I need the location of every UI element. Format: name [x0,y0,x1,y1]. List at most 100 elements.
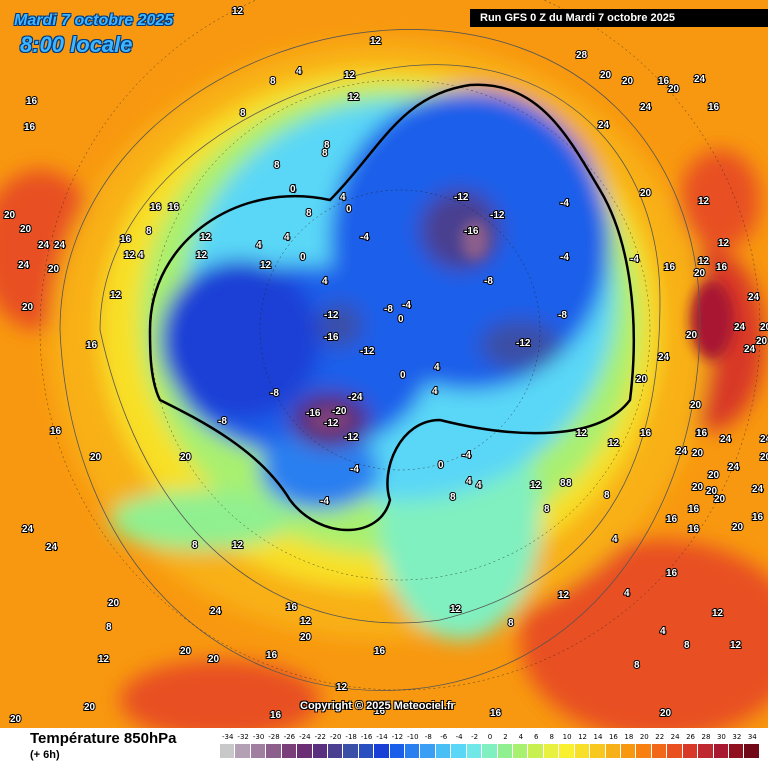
scale-tick-label: 16 [608,733,618,741]
isotherm-label: 4 [624,588,630,599]
model-run-label: Run GFS 0 Z du Mardi 7 octobre 2025 [470,9,768,27]
isotherm-label: -12 [324,418,339,429]
isotherm-label: -16 [306,408,321,419]
isotherm-label: 12 [300,616,312,627]
isotherm-label: 12 [450,604,462,615]
isotherm-label: 12 [608,438,620,449]
isotherm-label: 20 [22,302,34,313]
isotherm-label: 12 [336,682,348,693]
isotherm-label: 16 [286,602,298,613]
scale-swatch [235,744,251,758]
isotherm-label: 8 [306,208,312,219]
scale-swatch [482,744,498,758]
isotherm-label: 20 [84,702,96,713]
isotherm-label: 20 [706,486,718,497]
scale-tick-label: 6 [534,733,539,741]
isotherm-label: 16 [26,96,38,107]
isotherm-label: 8 [322,148,328,159]
scale-tick-label: -2 [471,733,479,741]
isotherm-label: -16 [464,226,479,237]
isotherm-label: 24 [760,434,768,445]
isotherm-label: 20 [714,494,726,505]
isotherm-label: 4 [290,184,296,195]
isotherm-label: 12 [698,256,710,267]
isotherm-label: 16 [752,512,764,523]
isotherm-label: 8 [604,490,610,501]
isotherm-label: 0 [290,184,296,195]
isotherm-label: 24 [734,322,746,333]
scale-swatch [435,744,452,758]
scale-swatch [605,744,621,758]
isotherm-label: -8 [558,310,567,321]
scale-tick-label: 18 [624,733,634,741]
isotherm-label: -8 [384,304,393,315]
isotherm-label: 16 [658,76,670,87]
temperature-field [0,40,768,728]
scale-swatch [327,744,344,758]
scale-swatch [513,744,529,758]
scale-swatch [713,744,729,758]
scale-swatch [266,744,282,758]
isotherm-label: -4 [350,464,359,475]
legend-title: Température 850hPa [30,730,177,747]
isotherm-label: 12 [232,6,244,17]
isotherm-label: 20 [756,336,768,347]
isotherm-label: -4 [462,450,471,461]
isotherm-label: 20 [622,76,634,87]
isotherm-label: 8 [684,640,690,651]
isotherm-label: 8 [192,540,198,551]
isotherm-label: 12 [348,92,360,103]
isotherm-label: 4 [612,534,618,545]
scale-swatch [667,744,683,758]
legend-bar: Température 850hPa (+ 6h) -34 -32 -30 -28 -2… [0,728,768,768]
isotherm-label: 16 [168,202,180,213]
isotherm-label: 20 [760,452,768,463]
isotherm-label: 24 [54,240,66,251]
isotherm-label: -4 [560,198,569,209]
isotherm-label: 0 [398,314,404,325]
scale-swatch [220,744,236,758]
isotherm-label: 4 [322,276,328,287]
isotherm-label: 0 [400,370,406,381]
isotherm-label: 8 [566,478,572,489]
legend-subtitle: (+ 6h) [30,749,60,761]
isotherm-label: 20 [48,264,60,275]
scale-swatch [451,744,467,758]
scale-swatch [297,744,313,758]
temperature-map: 16 16 20 20 24 24 24 20 20 12 8 8 4 12 12 12 8 4 16 16 16 12 1… [0,0,768,728]
isotherm-label: 0 [300,252,306,263]
scale-tick-label: 26 [686,733,696,741]
isotherm-label: 12 [98,654,110,665]
isotherm-label: 28 [576,50,588,61]
scale-tick-label: -18 [345,733,357,741]
isotherm-label: 16 [86,340,98,351]
scale-swatch [636,744,652,758]
isotherm-label: 20 [732,522,744,533]
isotherm-label: -24 [348,392,363,403]
isotherm-label: 8 [146,226,152,237]
scale-tick-label: 14 [593,733,603,741]
scale-swatch [497,744,514,758]
isotherm-label: -12 [454,192,469,203]
isotherm-label: 8 [560,478,566,489]
isotherm-label: 24 [676,446,688,457]
isotherm-label: 4 [660,626,666,637]
scale-swatch [389,744,406,758]
isotherm-label: 20 [640,188,652,199]
isotherm-label: 16 [374,706,386,717]
scale-tick-label: -16 [360,733,373,741]
isotherm-label: 24 [658,352,670,363]
isotherm-label: 12 [124,250,136,261]
isotherm-label: 24 [720,434,732,445]
isotherm-label: 8 [274,160,280,171]
isotherm-label: 20 [708,470,720,481]
isotherm-label: 4 [138,250,144,261]
scale-swatch [574,744,591,758]
isotherm-label: 20 [208,654,220,665]
scale-tick-label: 0 [487,733,493,741]
isotherm-label: 20 [180,452,192,463]
forecast-time: 8:00 locale [20,32,133,57]
isotherm-label: 16 [640,428,652,439]
scale-swatch [358,744,375,758]
